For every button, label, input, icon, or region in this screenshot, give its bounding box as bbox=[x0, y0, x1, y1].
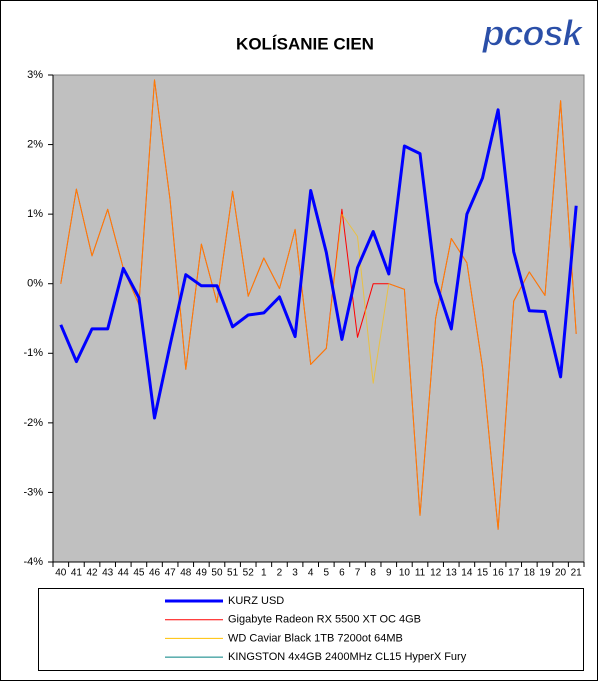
x-tick-label: 41 bbox=[71, 568, 83, 579]
x-tick-label: 44 bbox=[118, 568, 130, 579]
legend-label: KINGSTON 4x4GB 2400MHz CL15 HyperX Fury bbox=[228, 651, 467, 663]
x-tick-label: 20 bbox=[555, 568, 567, 579]
x-tick-label: 9 bbox=[386, 568, 392, 579]
x-tick-label: 4 bbox=[308, 568, 314, 579]
x-tick-label: 21 bbox=[571, 568, 583, 579]
x-tick-label: 43 bbox=[102, 568, 114, 579]
y-tick-label: 1% bbox=[27, 208, 43, 220]
x-tick-label: 3 bbox=[292, 568, 298, 579]
x-tick-label: 50 bbox=[211, 568, 223, 579]
x-tick-label: 1 bbox=[261, 568, 267, 579]
x-tick-label: 49 bbox=[196, 568, 208, 579]
x-tick-label: 18 bbox=[524, 568, 536, 579]
legend bbox=[38, 588, 584, 671]
x-tick-label: 47 bbox=[165, 568, 177, 579]
x-tick-label: 45 bbox=[133, 568, 145, 579]
series-line bbox=[60, 79, 577, 530]
y-tick-label: 0% bbox=[27, 278, 43, 290]
legend-label: Gigabyte Radeon RX 5500 XT OC 4GB bbox=[228, 614, 421, 626]
y-tick-label: -3% bbox=[23, 486, 43, 498]
x-tick-label: 51 bbox=[227, 568, 239, 579]
x-tick-label: 2 bbox=[277, 568, 283, 579]
y-tick-label: -2% bbox=[23, 417, 43, 429]
x-tick-label: 15 bbox=[477, 568, 489, 579]
plot-area bbox=[52, 74, 585, 563]
x-tick-label: 40 bbox=[55, 568, 67, 579]
x-tick-label: 11 bbox=[415, 568, 426, 579]
x-tick-label: 52 bbox=[243, 568, 255, 579]
legend-label: KURZ USD bbox=[228, 595, 284, 607]
x-tick-label: 13 bbox=[446, 568, 458, 579]
x-tick-label: 8 bbox=[370, 568, 376, 579]
x-tick-label: 42 bbox=[86, 568, 98, 579]
legend-label: WD Caviar Black 1TB 7200ot 64MB bbox=[228, 632, 403, 644]
logo: pcosk bbox=[481, 13, 584, 54]
y-tick-label: 3% bbox=[27, 69, 43, 81]
x-tick-label: 17 bbox=[508, 568, 520, 579]
x-tick-label: 12 bbox=[430, 568, 442, 579]
x-tick-label: 46 bbox=[149, 568, 161, 579]
x-tick-label: 48 bbox=[180, 568, 192, 579]
x-tick-label: 10 bbox=[399, 568, 411, 579]
y-tick-label: -4% bbox=[23, 556, 43, 568]
chart-title: KOLÍSANIE CIEN bbox=[236, 34, 374, 53]
x-tick-label: 19 bbox=[539, 568, 551, 579]
x-tick-label: 14 bbox=[461, 568, 473, 579]
x-tick-label: 16 bbox=[493, 568, 505, 579]
y-tick-label: -1% bbox=[23, 347, 43, 359]
x-tick-label: 7 bbox=[355, 568, 361, 579]
x-tick-label: 6 bbox=[339, 568, 345, 579]
y-tick-label: 2% bbox=[27, 138, 43, 150]
x-tick-label: 5 bbox=[324, 568, 330, 579]
series-line bbox=[59, 108, 578, 420]
